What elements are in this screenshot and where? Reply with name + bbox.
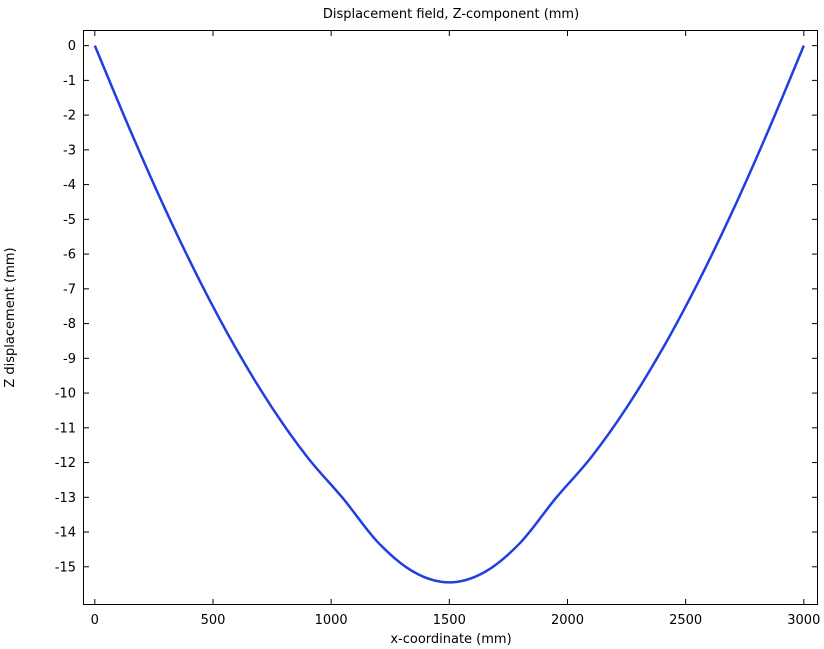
series-group	[93, 45, 805, 584]
y-tick-label: -2	[63, 109, 76, 124]
y-tick-label: -8	[63, 317, 76, 332]
y-tick-label: -1	[63, 74, 76, 89]
y-tick-label: -11	[55, 421, 76, 436]
x-tick-label: 1500	[433, 613, 466, 628]
y-tick-label: -13	[55, 491, 76, 506]
y-tick-label: -7	[63, 282, 76, 297]
series-line	[93, 45, 805, 584]
y-tick-label: -12	[55, 456, 76, 471]
x-tick-label: 2500	[669, 613, 702, 628]
x-tick-label: 0	[91, 613, 99, 628]
y-tick-label: -6	[63, 248, 76, 263]
y-tick-label: -14	[55, 526, 76, 541]
x-tick-label: 3000	[787, 613, 820, 628]
y-axis: 0 -1 -2 -3 -4 -5 -6 -7 -8 -9 -10 -11 -12 -13 -14 -15	[55, 39, 818, 575]
x-tick-label: 2000	[551, 613, 584, 628]
x-tick-label: 500	[201, 613, 226, 628]
y-tick-label: 0	[68, 39, 76, 54]
x-axis-label: x-coordinate (mm)	[390, 632, 511, 647]
y-tick-label: -3	[63, 143, 76, 158]
y-tick-label: -5	[63, 213, 76, 228]
y-tick-label: -15	[55, 560, 76, 575]
y-axis-label: Z displacement (mm)	[3, 247, 18, 387]
y-tick-label: -4	[63, 178, 76, 193]
chart-title: Displacement field, Z-component (mm)	[323, 7, 579, 22]
y-tick-label: -10	[55, 387, 76, 402]
plot-area	[83, 30, 818, 605]
plot-frame	[83, 30, 818, 605]
y-tick-label: -9	[63, 352, 76, 367]
x-tick-label: 1000	[315, 613, 348, 628]
plot-background	[83, 30, 818, 605]
x-axis: 0 500 1000 1500 2000 2500 3000	[91, 30, 820, 628]
